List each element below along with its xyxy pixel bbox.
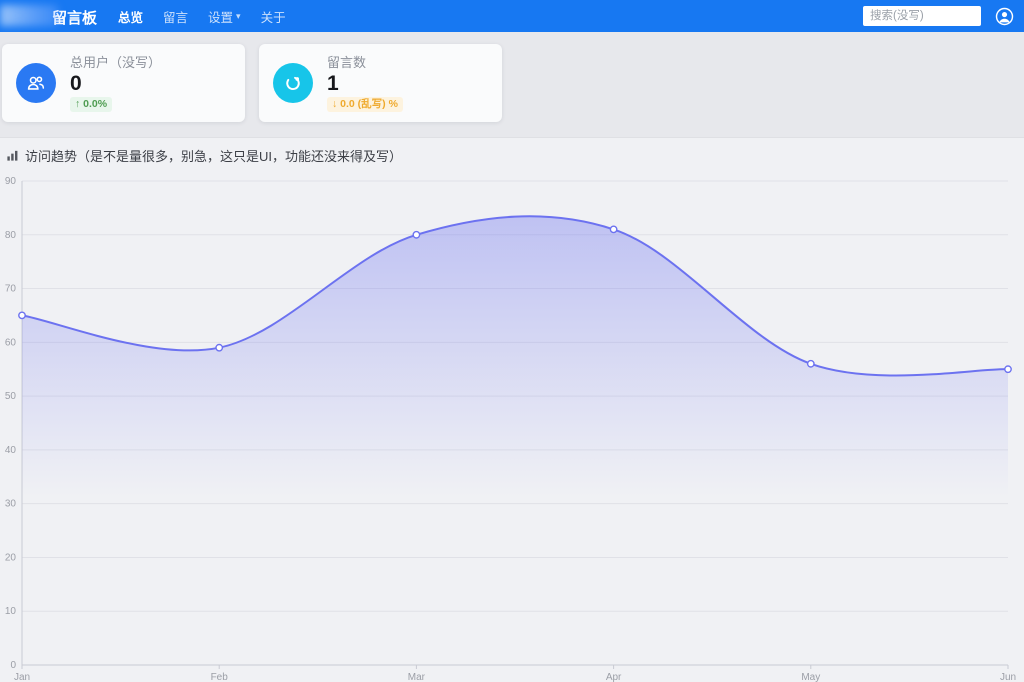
svg-text:Jan: Jan (14, 672, 30, 682)
nav-item-settings[interactable]: 设置 ▾ (208, 10, 241, 25)
nav-item-overview[interactable]: 总览 (118, 10, 144, 25)
svg-text:Apr: Apr (606, 672, 622, 682)
chevron-down-icon: ▾ (236, 10, 241, 21)
main-content: 总用户（没写） 0 ↑ 0.0% 留言数 1 ↓ 0.0 (乱写) % (0, 32, 1024, 122)
svg-text:30: 30 (5, 499, 17, 510)
chart-header: 访问趋势（是不是量很多，别急，这只是UI，功能还没来得及写） (0, 138, 1024, 167)
bar-chart-icon (7, 150, 18, 161)
visit-trend-panel: 访问趋势（是不是量很多，别急，这只是UI，功能还没来得及写） 0 10 20 30 40… (0, 138, 1024, 682)
navbar: 留言板 总览 留言 设置 ▾ 关于 (0, 0, 1024, 32)
stat-title: 留言数 (327, 54, 367, 70)
svg-text:40: 40 (5, 445, 17, 456)
stat-value: 1 (327, 71, 339, 95)
search-input[interactable] (863, 6, 981, 26)
svg-text:May: May (801, 672, 820, 682)
visit-trend-chart: 0 10 20 30 40 50 60 70 80 90 Jan Feb Mar Apr May Jun (5, 176, 1016, 682)
chart-title: 访问趋势（是不是量很多，别急，这只是UI，功能还没来得及写） (25, 149, 403, 164)
stat-trend-badge: ↑ 0.0% (70, 96, 113, 112)
stat-card-total-users: 总用户（没写） 0 ↑ 0.0% (2, 44, 245, 122)
nav-item-messages[interactable]: 留言 (163, 10, 189, 25)
stat-value: 0 (70, 71, 82, 95)
stat-trend-badge: ↓ 0.0 (乱写) % (327, 96, 403, 112)
svg-text:20: 20 (5, 552, 17, 563)
svg-text:50: 50 (5, 391, 17, 402)
nav-menu: 总览 留言 设置 ▾ 关于 (118, 7, 286, 26)
user-circle-icon[interactable] (995, 7, 1014, 26)
stat-cards: 总用户（没写） 0 ↑ 0.0% 留言数 1 ↓ 0.0 (乱写) % (2, 44, 1014, 122)
svg-text:80: 80 (5, 230, 17, 241)
users-icon (16, 63, 56, 103)
svg-text:70: 70 (5, 284, 17, 295)
brand: 留言板 (0, 0, 100, 32)
svg-text:60: 60 (5, 337, 17, 348)
navbar-right (863, 6, 1014, 26)
stat-card-message-count: 留言数 1 ↓ 0.0 (乱写) % (259, 44, 502, 122)
svg-text:Jun: Jun (1000, 672, 1016, 682)
svg-text:10: 10 (5, 606, 17, 617)
stat-title: 总用户（没写） (70, 54, 162, 70)
svg-text:Feb: Feb (211, 672, 229, 682)
svg-text:0: 0 (10, 660, 16, 671)
app-title: 留言板 (52, 10, 98, 27)
nav-item-about[interactable]: 关于 (260, 10, 286, 25)
refresh-icon (273, 63, 313, 103)
svg-text:Mar: Mar (408, 672, 426, 682)
redacted-logo (0, 5, 58, 26)
svg-text:90: 90 (5, 176, 17, 187)
